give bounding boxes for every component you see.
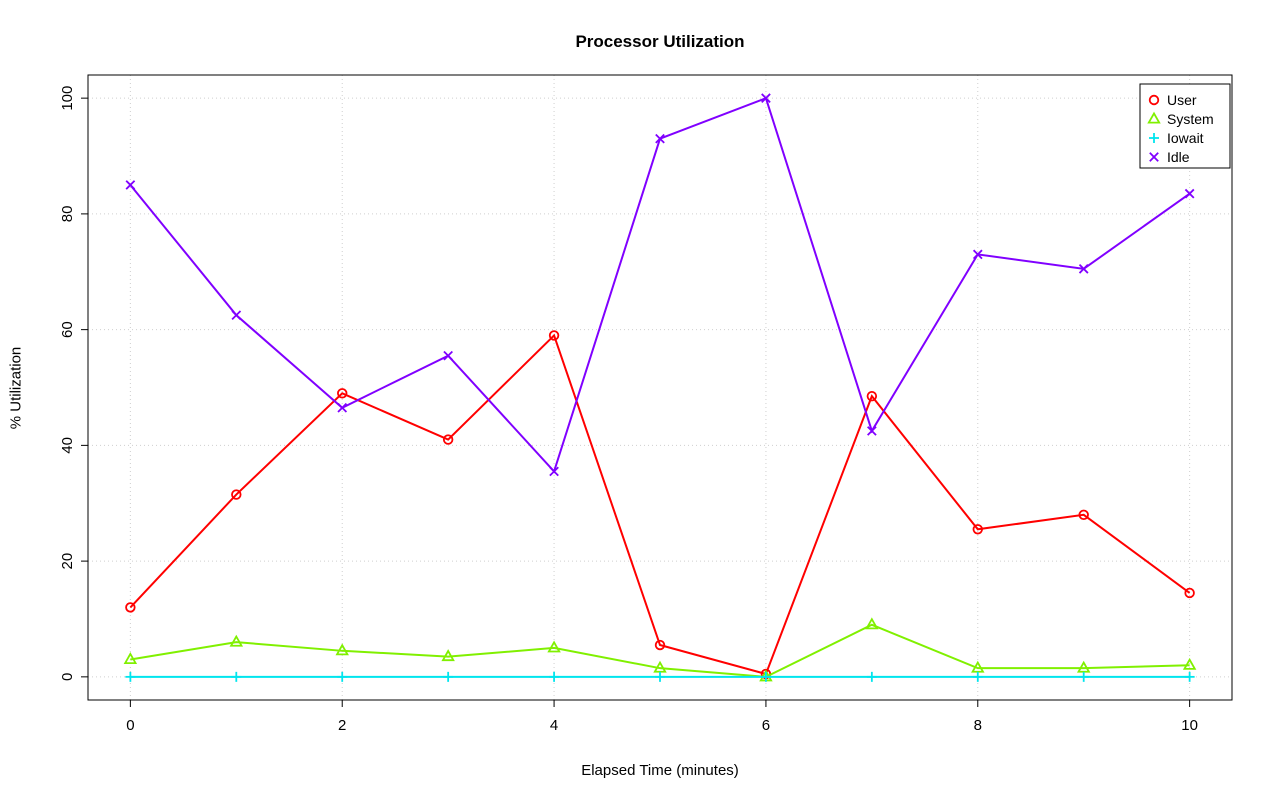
x-tick-labels: 0 2 4 6 8 10 [126,717,1198,734]
y-tick-labels: 0 20 40 60 80 100 [59,86,76,681]
svg-text:40: 40 [59,437,76,454]
legend-label: Iowait [1167,130,1204,146]
gridlines [88,75,1232,700]
svg-text:0: 0 [126,717,134,734]
svg-text:100: 100 [59,86,76,111]
chart-title: Processor Utilization [575,32,745,51]
legend: User System Iowait Idle [1139,83,1231,169]
svg-text:10: 10 [1181,717,1198,734]
legend-item-idle: Idle [1149,149,1190,165]
legend-label: System [1167,111,1214,127]
svg-text:4: 4 [550,717,558,734]
series-iowait [125,671,1195,682]
svg-text:20: 20 [59,553,76,570]
x-axis-label: Elapsed Time (minutes) [581,762,739,779]
axes [81,97,1191,707]
svg-text:80: 80 [59,206,76,223]
legend-label: Idle [1167,149,1190,165]
series-idle [125,93,1195,477]
series-system [123,617,1197,682]
plot-border [87,74,1233,701]
y-axis-label: % Utilization [7,346,25,430]
svg-text:8: 8 [974,717,982,734]
legend-item-iowait: Iowait [1149,130,1204,146]
legend-item-system: System [1147,111,1214,127]
series-user [125,330,1195,680]
svg-text:0: 0 [59,673,76,681]
svg-text:6: 6 [762,717,770,734]
legend-label: User [1167,92,1197,108]
svg-text:2: 2 [338,717,346,734]
legend-item-user: User [1148,92,1197,108]
svg-text:60: 60 [59,321,76,338]
